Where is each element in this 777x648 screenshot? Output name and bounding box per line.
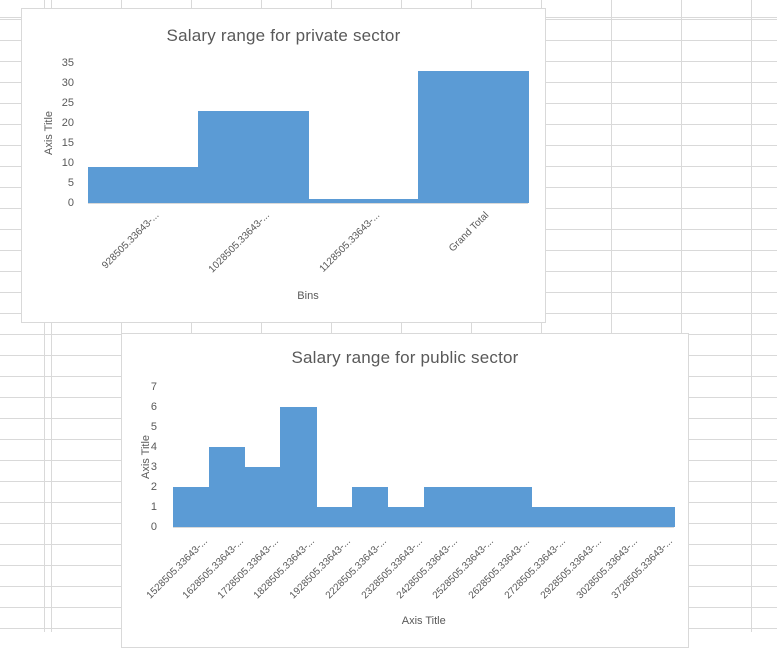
bar-2328505.33643-...[interactable] — [387, 507, 425, 527]
bar-1728505.33643-...[interactable] — [244, 467, 281, 527]
x-category-label: 2428505.33643-... — [395, 536, 461, 602]
bar-1828505.33643-...[interactable] — [280, 407, 317, 527]
x-category-label: 1628505.33643-... — [180, 536, 246, 602]
chart-private-sector[interactable]: Salary range for private sector Axis Tit… — [21, 8, 546, 323]
x-category-label: 1128505.33643-... — [317, 210, 382, 275]
x-axis-title: Axis Title — [401, 615, 446, 627]
y-tick-label: 0 — [150, 521, 157, 533]
bar-2428505.33643-...[interactable] — [423, 487, 461, 527]
x-category-label: 3728505.33643-... — [610, 536, 676, 602]
y-tick-label: 30 — [61, 77, 74, 89]
x-category-label: 1528505.33643-... — [144, 536, 210, 602]
y-tick-label: 20 — [61, 117, 74, 129]
bar-2728505.33643-...[interactable] — [531, 507, 568, 527]
y-tick-label: 15 — [61, 137, 74, 149]
bar-2528505.33643-...[interactable] — [459, 487, 496, 527]
x-category-label: 3028505.33643-... — [574, 536, 640, 602]
bar-Grand Total[interactable] — [418, 71, 529, 203]
bar-2228505.33643-...[interactable] — [352, 487, 389, 527]
y-tick-label: 1 — [150, 501, 157, 513]
chart-title: Salary range for private sector — [166, 26, 401, 45]
x-category-label: 1028505.33643-... — [206, 210, 272, 276]
x-category-label: 2328505.33643-... — [359, 536, 425, 602]
bar-1128505.33643-...[interactable] — [308, 199, 419, 203]
bar-3728505.33643-...[interactable] — [638, 507, 675, 527]
y-tick-label: 25 — [61, 97, 74, 109]
x-category-label: 1728505.33643-... — [216, 536, 282, 602]
y-tick-label: 0 — [67, 197, 74, 209]
bar-1028505.33643-...[interactable] — [198, 111, 309, 203]
x-category-label: 928505.33643-... — [100, 210, 162, 272]
bar-928505.33643-...[interactable] — [88, 167, 199, 203]
y-tick-label: 5 — [150, 421, 157, 433]
x-axis-title: Bins — [297, 290, 319, 302]
bar-1628505.33643-...[interactable] — [208, 447, 246, 527]
chart-public-sector[interactable]: Salary range for public sector Axis Titl… — [121, 333, 689, 648]
y-tick-label: 3 — [150, 461, 157, 473]
bar-1528505.33643-...[interactable] — [173, 487, 210, 527]
y-tick-label: 2 — [150, 481, 157, 493]
bar-2628505.33643-...[interactable] — [495, 487, 532, 527]
y-tick-label: 6 — [150, 401, 157, 413]
bar-1928505.33643-...[interactable] — [316, 507, 353, 527]
x-category-label: 2928505.33643-... — [538, 536, 604, 602]
y-tick-label: 4 — [150, 441, 157, 453]
x-axis-line — [88, 203, 528, 204]
x-category-label: 2228505.33643-... — [323, 536, 389, 602]
x-category-label: Grand Total — [447, 210, 492, 255]
bar-3028505.33643-...[interactable] — [602, 507, 640, 527]
chart-title: Salary range for public sector — [291, 348, 519, 367]
y-tick-label: 10 — [61, 157, 74, 169]
y-tick-label: 35 — [61, 57, 74, 69]
y-tick-label: 5 — [67, 177, 74, 189]
y-tick-label: 7 — [150, 381, 157, 393]
bar-2928505.33643-...[interactable] — [567, 507, 604, 527]
x-axis-line — [173, 527, 675, 528]
